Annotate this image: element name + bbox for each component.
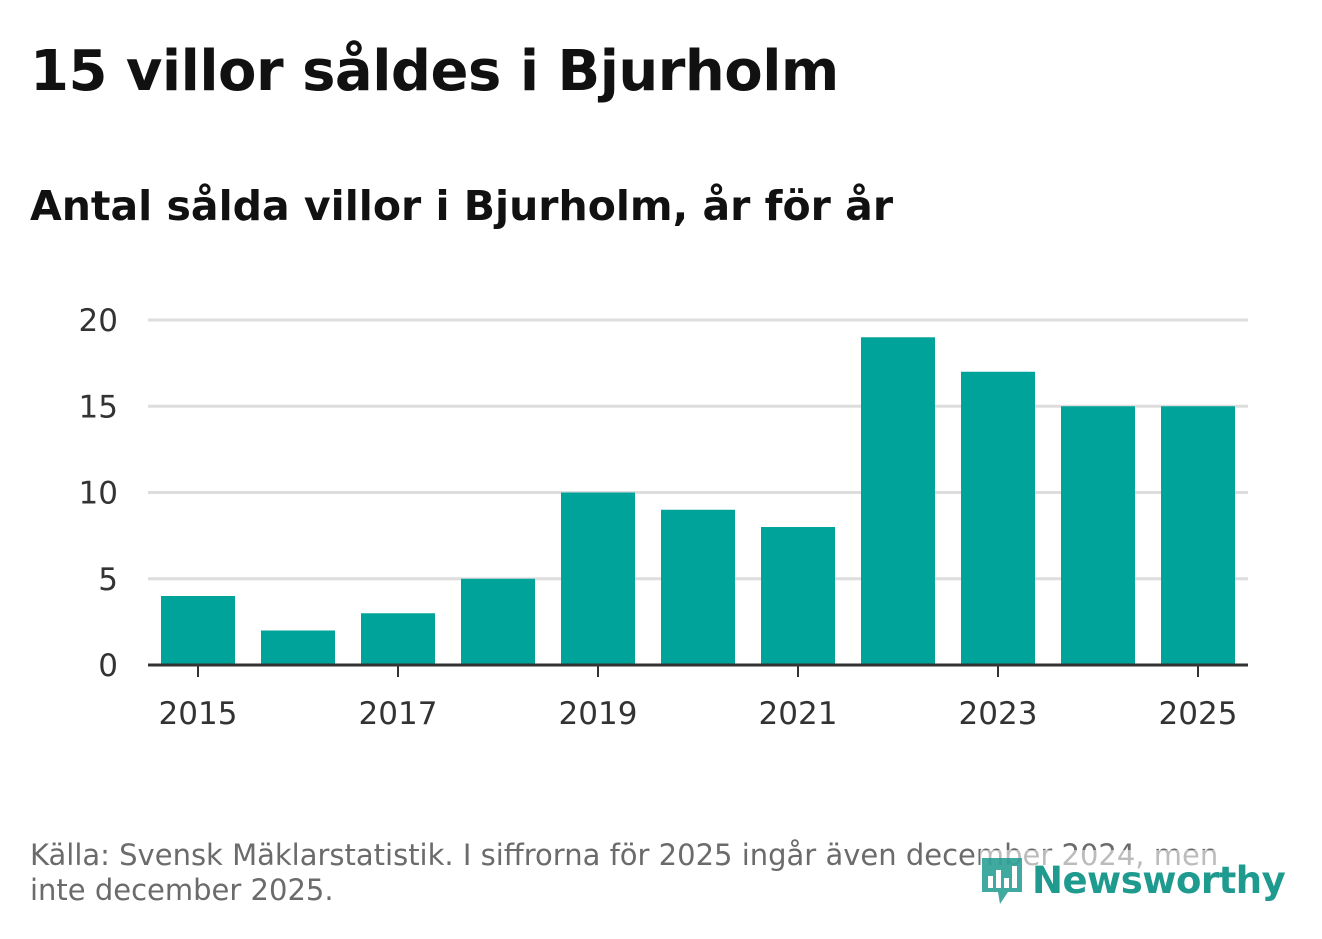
chart-title: 15 villor såldes i Bjurholm bbox=[30, 39, 839, 104]
y-tick-label-0: 0 bbox=[98, 648, 118, 684]
bar-2018 bbox=[461, 578, 535, 665]
y-tick-label-10: 10 bbox=[79, 476, 118, 512]
y-tick-label-20: 20 bbox=[79, 303, 118, 339]
bar-2023 bbox=[961, 371, 1035, 665]
x-tick-label-2015: 2015 bbox=[159, 696, 238, 732]
chart-subtitle: Antal sålda villor i Bjurholm, år för år bbox=[30, 182, 894, 230]
bar-2022 bbox=[861, 337, 935, 665]
bar-2020 bbox=[661, 509, 735, 665]
bars bbox=[161, 337, 1235, 665]
y-tick-label-15: 15 bbox=[79, 389, 118, 425]
bar-2015 bbox=[161, 596, 235, 665]
x-tick-label-2021: 2021 bbox=[759, 696, 838, 732]
x-tick-label-2023: 2023 bbox=[959, 696, 1038, 732]
tick-labels: 0 5 10 15 20 2015 2017 2019 2021 2023 2025 bbox=[79, 303, 1238, 732]
y-tick-label-5: 5 bbox=[98, 562, 118, 598]
bar-2017 bbox=[361, 613, 435, 665]
bar-chart: 0 5 10 15 20 2015 2017 2019 2021 2023 2025 bbox=[79, 303, 1248, 732]
axes bbox=[148, 663, 1248, 677]
bar-2024 bbox=[1061, 406, 1135, 665]
newsworthy-logo-icon bbox=[982, 858, 1022, 904]
x-tick-label-2017: 2017 bbox=[359, 696, 438, 732]
bar-2019 bbox=[561, 492, 635, 665]
x-tick-label-2019: 2019 bbox=[559, 696, 638, 732]
x-tick-label-2025: 2025 bbox=[1159, 696, 1238, 732]
bar-2025 bbox=[1161, 406, 1235, 665]
bar-2016 bbox=[261, 630, 335, 665]
newsworthy-logo: Newsworthy bbox=[980, 850, 1286, 910]
newsworthy-logo-text: Newsworthy bbox=[1032, 858, 1286, 902]
bar-2021 bbox=[761, 527, 835, 665]
